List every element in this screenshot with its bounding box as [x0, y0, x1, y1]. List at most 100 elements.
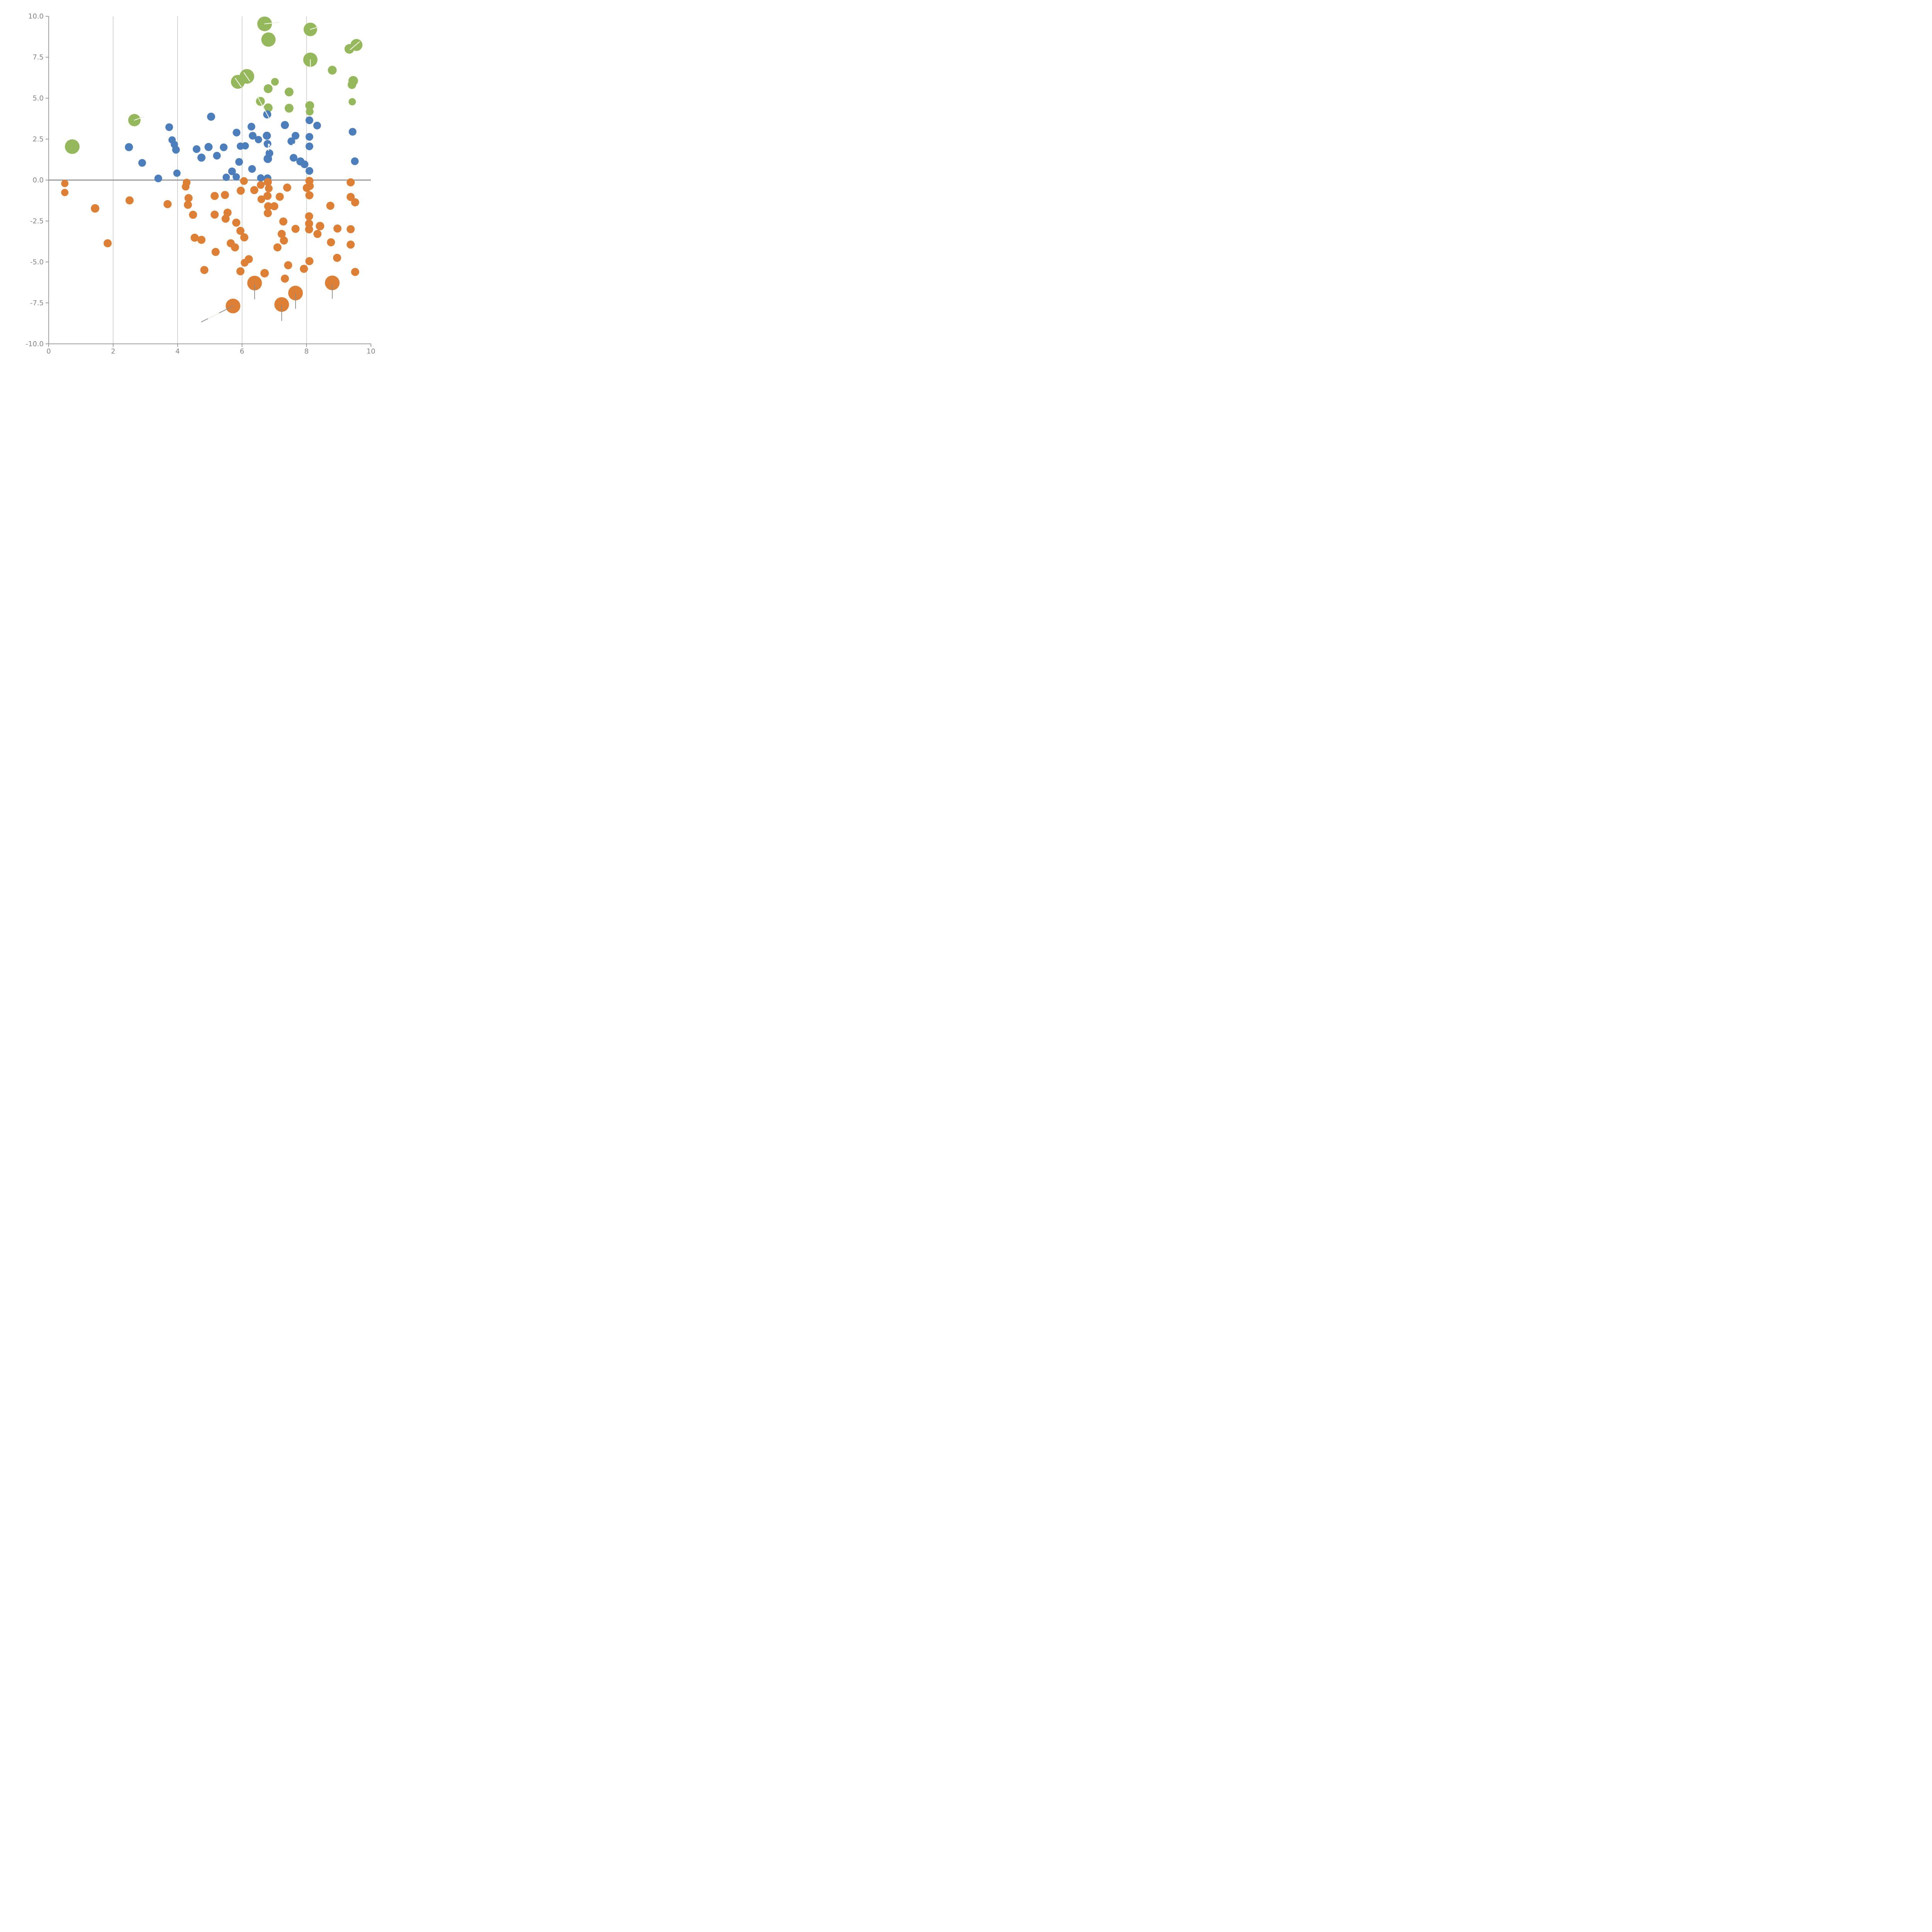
data-point: [233, 129, 241, 137]
data-point: [165, 123, 173, 131]
data-point: [263, 131, 271, 140]
data-point: [284, 87, 294, 97]
data-point: [65, 139, 80, 154]
light-annotation-line: [264, 22, 280, 24]
data-point: [333, 224, 342, 233]
data-point: [236, 226, 245, 235]
y-tick-label: -2.5: [30, 217, 44, 225]
data-point: [125, 196, 134, 205]
data-point: [274, 297, 289, 312]
light-annotation-line: [257, 95, 270, 120]
data-point: [316, 222, 325, 231]
data-point: [327, 238, 335, 247]
data-point: [184, 194, 193, 202]
data-point: [325, 276, 340, 291]
data-point: [232, 218, 240, 227]
data-point: [349, 128, 357, 136]
data-point: [347, 178, 355, 187]
data-point: [265, 184, 273, 192]
data-point: [257, 195, 265, 203]
data-point: [264, 209, 272, 218]
y-tick-label: -10.0: [26, 340, 44, 348]
data-point: [192, 145, 201, 153]
axes-spines: [46, 16, 371, 347]
data-point: [260, 269, 269, 278]
data-point: [190, 233, 199, 242]
data-point: [264, 84, 273, 93]
data-point: [305, 167, 313, 175]
data-point: [305, 212, 313, 221]
data-point: [351, 268, 359, 276]
green-group: [65, 16, 362, 154]
data-point: [257, 174, 265, 182]
data-point: [263, 192, 272, 200]
data-point: [231, 243, 239, 252]
data-point: [305, 142, 313, 150]
data-point: [221, 191, 229, 199]
orange-group: [61, 177, 359, 313]
data-point: [247, 122, 255, 131]
light-annotation-line: [235, 78, 242, 87]
data-point: [200, 266, 209, 274]
data-point: [248, 165, 256, 173]
x-tick-label: 6: [240, 347, 244, 355]
data-point: [223, 173, 230, 181]
data-point: [236, 187, 245, 195]
watermark-text: RANDOM: [253, 142, 301, 153]
data-point: [250, 186, 259, 194]
x-tick-label: 4: [175, 347, 180, 355]
data-point: [138, 159, 146, 167]
data-point: [279, 217, 287, 226]
data-point: [261, 32, 276, 47]
y-tick-label: -7.5: [30, 299, 44, 307]
data-point: [301, 160, 309, 168]
data-point: [306, 182, 314, 190]
data-point: [154, 174, 162, 182]
data-point: [347, 240, 355, 249]
data-point: [289, 154, 298, 162]
data-point: [291, 132, 299, 140]
data-point: [104, 239, 112, 248]
figure: 10.0 7.5 5.0 2.5 0.0 -2.5 -5.0 -7.5 -10.0 0 2 4 6 8 10…: [0, 0, 386, 386]
data-point: [221, 214, 230, 223]
data-point: [271, 78, 279, 86]
data-point: [305, 225, 313, 234]
y-tick-label: 7.5: [32, 53, 44, 61]
gray-line-annotations: [201, 284, 333, 322]
data-point: [211, 248, 220, 256]
data-point: [284, 104, 294, 113]
light-annotation-line: [207, 313, 219, 319]
data-point: [248, 132, 257, 140]
data-points: [61, 16, 362, 313]
data-point: [273, 243, 282, 252]
scatter-plot: 10.07.55.02.50.0-2.5-5.0-7.5-10.00 2 4 6 8 10…: [26, 12, 375, 355]
data-point: [305, 133, 313, 141]
data-point: [281, 274, 289, 283]
data-point: [347, 80, 356, 89]
data-point: [264, 103, 273, 112]
data-point: [313, 230, 322, 238]
data-point: [305, 257, 314, 265]
y-tick-label: 0.0: [32, 176, 44, 184]
x-tick-label: 2: [111, 347, 115, 355]
data-point: [281, 121, 289, 129]
y-tick-label: 2.5: [32, 135, 44, 143]
data-point: [280, 236, 288, 245]
y-tick-label: -5.0: [30, 258, 44, 266]
y-tick-label: 5.0: [32, 94, 44, 102]
y-tick-label: 10.0: [28, 12, 44, 20]
data-point: [241, 259, 249, 267]
x-tick-label: 8: [304, 347, 308, 355]
data-point: [287, 137, 295, 145]
blue-group: [125, 110, 359, 182]
data-point: [211, 192, 219, 200]
data-point: [351, 157, 359, 165]
data-point: [211, 210, 219, 219]
data-point: [197, 236, 206, 244]
data-point: [170, 141, 178, 148]
data-point: [264, 178, 272, 186]
data-point: [300, 265, 308, 273]
data-point: [326, 202, 335, 210]
data-point: [213, 151, 221, 160]
data-point: [305, 219, 313, 228]
